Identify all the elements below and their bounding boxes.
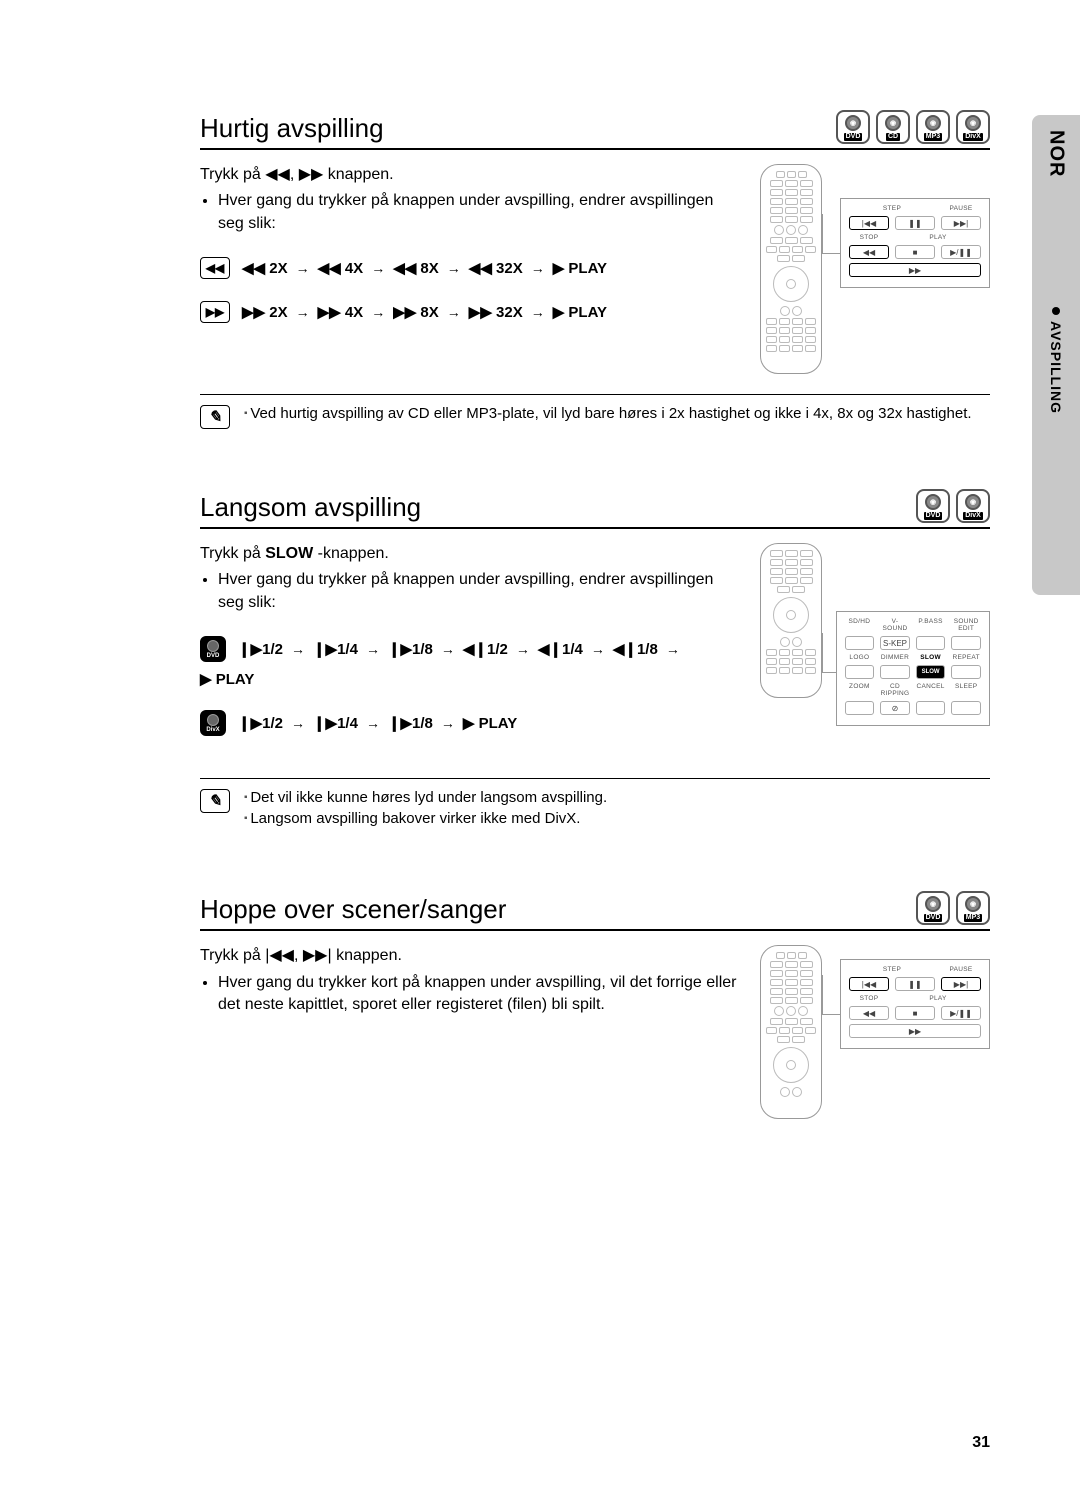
remote-icon <box>760 945 822 1119</box>
bullet: Hver gang du trykker på knappen under av… <box>218 569 740 614</box>
connector-line <box>822 975 841 1015</box>
transport-panel: STEPPAUSE |◀◀❚❚▶▶| STOPPLAY ◀◀■▶/❚❚ ▶▶ <box>840 198 990 288</box>
note-icon: ✎ <box>200 405 230 429</box>
bullet: Hver gang du trykker på knappen under av… <box>218 190 740 235</box>
note-text: Langsom avspilling bakover virker ikke m… <box>244 810 607 827</box>
speed-row-rewind: ◀◀ ◀◀ 2X→ ◀◀ 4X→ ◀◀ 8X→ ◀◀ 32X→ ▶ PLAY <box>200 257 740 279</box>
note-text: Det vil ikke kunne høres lyd under langs… <box>244 789 607 806</box>
slow-row-dvd: DVD ❙▶1/2→ ❙▶1/4→ ❙▶1/8→ ◀❙1/2→ ◀❙1/4→ ◀… <box>200 636 740 688</box>
remote-diagram: STEPPAUSE |◀◀❚❚▶▶| STOPPLAY ◀◀■▶/❚❚ ▶▶ <box>760 164 990 374</box>
heading: Hoppe over scener/sanger <box>200 894 506 925</box>
badge-dvd: ◉DVD <box>836 110 870 144</box>
slow-panel: SD/HDV-SOUNDP.BASSSOUND EDIT S-KEP LOGOD… <box>836 611 990 726</box>
note: ✎ Ved hurtig avspilling av CD eller MP3-… <box>200 394 990 429</box>
badge-divx: ◉DivX <box>956 489 990 523</box>
note-icon: ✎ <box>200 789 230 813</box>
badge-divx: ◉DivX <box>956 110 990 144</box>
page: Hurtig avspilling ◉DVD ◉CD ◉MP3 ◉DivX Tr… <box>0 0 1080 1492</box>
heading: Langsom avspilling <box>200 492 421 523</box>
note: ✎ Det vil ikke kunne høres lyd under lan… <box>200 778 990 831</box>
format-badges: ◉DVD ◉MP3 <box>916 891 990 925</box>
instruction: Trykk på |◀◀, ▶▶| knappen. <box>200 945 740 967</box>
page-number: 31 <box>972 1434 990 1452</box>
rewind-button-icon: ◀◀ <box>200 257 230 279</box>
instruction: Trykk på ◀◀, ▶▶ knappen. <box>200 164 740 186</box>
mini-badge-divx: DivX <box>200 710 226 736</box>
bullet: Hver gang du trykker kort på knappen und… <box>218 972 740 1017</box>
instruction: Trykk på SLOW -knappen. <box>200 543 740 565</box>
note-text: Ved hurtig avspilling av CD eller MP3-pl… <box>244 405 972 422</box>
remote-diagram: STEPPAUSE |◀◀❚❚▶▶| STOPPLAY ◀◀■▶/❚❚ ▶▶ <box>760 945 990 1119</box>
heading: Hurtig avspilling <box>200 113 384 144</box>
forward-button-icon: ▶▶ <box>200 301 230 323</box>
badge-dvd: ◉DVD <box>916 891 950 925</box>
format-badges: ◉DVD ◉CD ◉MP3 ◉DivX <box>836 110 990 144</box>
mini-badge-dvd: DVD <box>200 636 226 662</box>
speed-row-forward: ▶▶ ▶▶ 2X→ ▶▶ 4X→ ▶▶ 8X→ ▶▶ 32X→ ▶ PLAY <box>200 301 740 323</box>
section-skip: Hoppe over scener/sanger ◉DVD ◉MP3 Trykk… <box>200 891 990 1119</box>
format-badges: ◉DVD ◉DivX <box>916 489 990 523</box>
remote-icon <box>760 543 822 698</box>
badge-dvd: ◉DVD <box>916 489 950 523</box>
badge-mp3: ◉MP3 <box>956 891 990 925</box>
remote-icon <box>760 164 822 374</box>
connector-line <box>822 633 837 673</box>
badge-cd: ◉CD <box>876 110 910 144</box>
slow-row-divx: DivX ❙▶1/2→ ❙▶1/4→ ❙▶1/8→ ▶ PLAY <box>200 710 740 736</box>
section-fast-playback: Hurtig avspilling ◉DVD ◉CD ◉MP3 ◉DivX Tr… <box>200 110 990 429</box>
section-slow-playback: Langsom avspilling ◉DVD ◉DivX Trykk på S… <box>200 489 990 831</box>
remote-diagram: SD/HDV-SOUNDP.BASSSOUND EDIT S-KEP LOGOD… <box>760 543 990 726</box>
connector-line <box>822 214 841 254</box>
badge-mp3: ◉MP3 <box>916 110 950 144</box>
transport-panel: STEPPAUSE |◀◀❚❚▶▶| STOPPLAY ◀◀■▶/❚❚ ▶▶ <box>840 959 990 1049</box>
